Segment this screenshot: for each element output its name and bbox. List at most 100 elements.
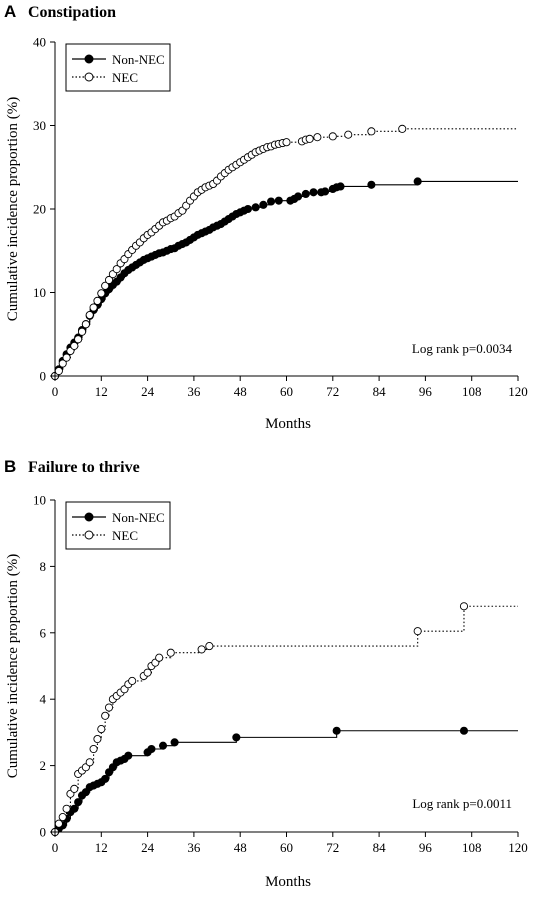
panel-a-x-tick-label: 72 <box>326 384 339 399</box>
panel-b-point-nec <box>413 627 422 636</box>
panel-a-point-nec <box>398 124 407 133</box>
panel-b-series-non-nec <box>50 726 518 837</box>
panel-b-point-non-nec <box>158 741 168 750</box>
panel-a-y-tick-label: 10 <box>33 285 46 300</box>
panel-b-point-nec <box>54 819 63 828</box>
panel-b-x-tick-label: 60 <box>280 840 293 855</box>
panel-b-x-tick-label: 84 <box>373 840 387 855</box>
panel-b-point-nec <box>155 653 164 662</box>
panel-b-legend-label-non-nec: Non-NEC <box>112 510 165 525</box>
panel-a-x-tick-label: 84 <box>373 384 387 399</box>
panel-a-x-tick-label: 60 <box>280 384 293 399</box>
panel-a-point-non-nec <box>267 197 276 206</box>
panel-b-point-non-nec <box>147 744 156 754</box>
panel-a-x-tick-label: 0 <box>52 384 59 399</box>
panel-b-x-axis-title: Months <box>265 874 311 890</box>
panel-b-title: Failure to thrive <box>28 459 140 476</box>
panel-a-series-line-nec <box>55 128 518 377</box>
panel-b-y-tick-label: 6 <box>40 625 47 640</box>
panel-a-x-tick-label: 12 <box>95 384 108 399</box>
panel-b-point-nec <box>85 758 94 767</box>
panel-a-point-nec <box>344 130 353 139</box>
panel-b-y-tick-label: 0 <box>40 825 47 840</box>
panel-a-letter: A <box>4 2 16 21</box>
panel-a: A Constipation Months Cumulative inciden… <box>4 2 528 432</box>
panel-b-point-non-nec <box>332 726 341 735</box>
panel-a-x-tick-label: 108 <box>462 384 482 399</box>
panel-a-point-nec <box>367 127 376 136</box>
panel-a-legend-marker-nec <box>84 72 94 82</box>
panel-b-point-non-nec <box>70 804 79 813</box>
panel-a-x-axis-title: Months <box>265 416 311 432</box>
panel-a-point-nec <box>328 132 337 141</box>
panel-a-legend-label-nec: NEC <box>112 70 138 85</box>
panel-a-x-tick-label: 24 <box>141 384 155 399</box>
panel-a-point-non-nec <box>251 203 260 212</box>
panel-b-legend: Non-NEC NEC <box>65 501 171 550</box>
panel-b-x-tick-label: 48 <box>234 840 247 855</box>
panel-b-legend-label-nec: NEC <box>112 528 138 543</box>
panel-b-point-non-nec <box>459 726 469 735</box>
panel-a-legend-marker-non-nec <box>84 54 94 64</box>
panel-b-point-nec <box>89 744 98 754</box>
panel-b-point-nec <box>104 703 114 712</box>
panel-a-series-nec <box>50 124 518 381</box>
panel-a-point-non-nec <box>301 189 310 199</box>
panel-b-point-nec <box>58 813 67 822</box>
panel-b-point-non-nec <box>232 733 241 742</box>
panel-b-point-nec <box>97 725 106 734</box>
panel-b-legend-marker-nec <box>84 530 94 540</box>
panel-a-point-nec <box>101 281 110 290</box>
panel-b-point-nec <box>166 648 175 657</box>
panel-b-log-rank-annotation: Log rank p=0.0011 <box>412 796 512 811</box>
panel-a-point-nec <box>305 134 314 143</box>
panel-b-y-tick-label: 10 <box>33 493 46 508</box>
panel-a-point-nec <box>313 133 322 142</box>
panel-b-point-nec <box>62 804 71 813</box>
panel-a-y-tick-label: 0 <box>40 369 47 384</box>
panel-a-point-non-nec <box>243 204 252 214</box>
panel-b-x-tick-label: 72 <box>326 840 339 855</box>
panel-b-point-nec <box>70 784 79 793</box>
panel-b-point-nec <box>205 642 214 651</box>
panel-a-point-nec <box>85 310 94 320</box>
panel-a-point-nec <box>282 138 291 147</box>
panel-b-point-non-nec <box>101 774 110 783</box>
panel-b-point-non-nec <box>124 751 133 760</box>
panel-b-point-nec <box>101 711 110 720</box>
panel-b-x-tick-label: 0 <box>52 840 59 855</box>
panel-a-x-tick-label: 48 <box>234 384 247 399</box>
panel-b-legend-box <box>65 501 171 550</box>
panel-a-point-nec <box>62 353 71 362</box>
panel-b-y-tick-label: 8 <box>40 559 47 574</box>
panel-b-series-line-non-nec <box>55 730 518 833</box>
panel-b-x-tick-label: 12 <box>95 840 108 855</box>
panel-a-y-axis-title: Cumulative incidence proportion (%) <box>5 97 21 322</box>
panel-a-point-nec <box>54 366 63 376</box>
panel-a-point-non-nec <box>321 187 330 196</box>
panel-a-y-tick-label: 30 <box>33 118 46 133</box>
panel-b-x-tick-label: 108 <box>462 840 482 855</box>
panel-a-axes: 0 12 24 36 48 60 72 84 96 108 120 0 10 20 30 40 <box>33 35 528 400</box>
panel-b-y-tick-label: 4 <box>40 692 47 707</box>
panel-a-point-non-nec <box>413 177 422 186</box>
panel-b-y-tick-label: 2 <box>40 758 47 773</box>
panel-a-legend-box <box>65 43 171 92</box>
panel-a-point-non-nec <box>294 192 303 201</box>
panel-a-point-non-nec <box>274 196 283 205</box>
panel-a-point-nec <box>112 265 121 274</box>
panel-a-x-tick-label: 96 <box>419 384 433 399</box>
panel-b-x-tick-label: 36 <box>187 840 201 855</box>
panel-a-legend-label-non-nec: Non-NEC <box>112 52 165 67</box>
panel-b-point-non-nec <box>170 738 179 747</box>
panel-a-point-nec <box>97 289 106 298</box>
panel-a-point-nec <box>70 341 79 350</box>
panel-a-log-rank-annotation: Log rank p=0.0034 <box>412 341 513 356</box>
panel-b-letter: B <box>4 457 16 476</box>
panel-a-x-tick-label: 36 <box>187 384 201 399</box>
panel-b-point-non-nec <box>74 798 83 807</box>
panel-b-point-nec <box>128 676 137 685</box>
